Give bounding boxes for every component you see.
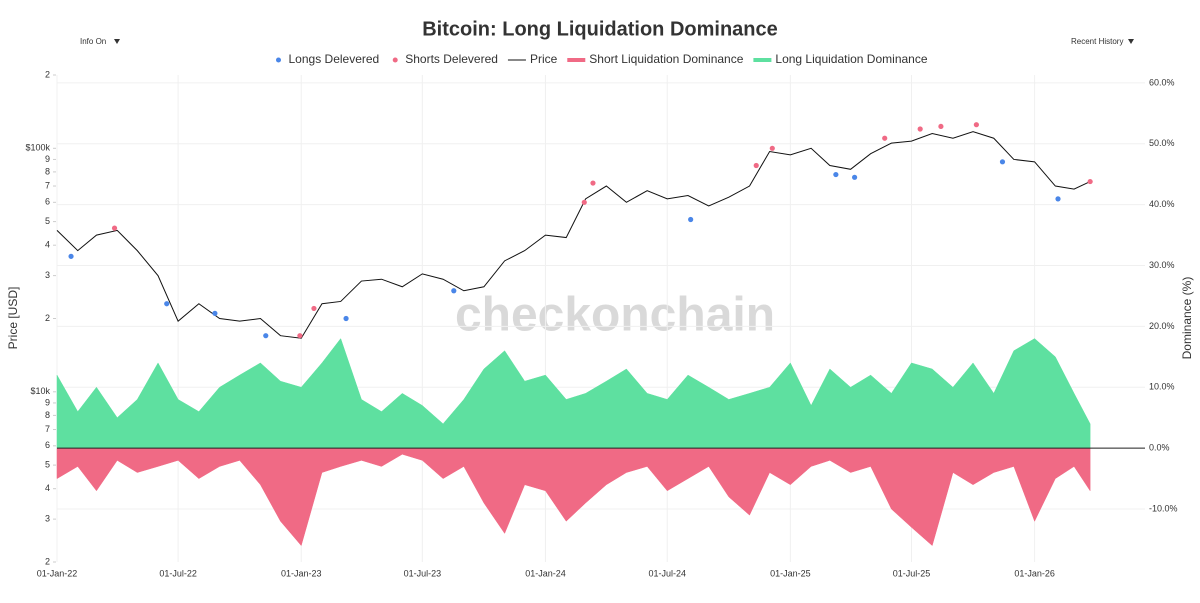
history-control[interactable]: Recent History — [1071, 37, 1134, 46]
legend-item: Price — [507, 52, 558, 66]
y-tick-label: 2 — [45, 69, 50, 79]
y2-tick-label: 40.0% — [1149, 199, 1175, 209]
legend-swatch — [275, 57, 281, 63]
delever-point — [938, 123, 944, 130]
y2-tick-label: 20.0% — [1149, 321, 1175, 331]
legend: Longs Delevered Shorts Delevered Price Shor… — [275, 52, 928, 66]
delever-point — [769, 145, 775, 151]
delever-point — [297, 333, 303, 339]
delever-point — [1087, 178, 1093, 185]
y-axis-title: Price [USD] — [6, 287, 20, 350]
legend-label: Short Liquidation Dominance — [589, 52, 743, 66]
delever-point — [999, 159, 1006, 165]
info-control[interactable]: Info On — [80, 37, 120, 46]
delever-point — [451, 288, 457, 294]
delever-point — [263, 333, 269, 339]
chart-title: Bitcoin: Long Liquidation Dominance — [422, 18, 778, 40]
legend-item: Longs Delevered — [275, 52, 379, 66]
delever-point — [343, 315, 349, 322]
y-tick-label: 2 — [45, 313, 50, 323]
x-tick-label: 01-Jan-23 — [281, 568, 322, 578]
y-tick-label: 6 — [45, 197, 50, 207]
x-tick-label: 01-Jul-23 — [404, 568, 442, 578]
plot — [56, 122, 1093, 547]
y-tick-label: 4 — [45, 483, 50, 493]
delever-point — [590, 180, 596, 186]
y2-tick-label: -10.0% — [1149, 503, 1178, 513]
delever-point — [851, 174, 858, 180]
x-tick-label: 01-Jul-22 — [159, 568, 197, 578]
delever-point — [882, 135, 888, 141]
y-tick-label: 2 — [45, 556, 50, 566]
y-tick-label: 3 — [45, 513, 50, 523]
x-tick-label: 01-Jul-25 — [893, 568, 931, 578]
y-tick-label: 9 — [45, 154, 50, 164]
legend-label: Price — [530, 52, 558, 66]
delever-point — [311, 305, 317, 312]
y-tick-label: 5 — [45, 459, 50, 469]
y-tick-label: $100k — [25, 143, 50, 153]
delever-point — [973, 122, 979, 128]
legend-item: Short Liquidation Dominance — [567, 52, 744, 66]
delever-point — [917, 126, 923, 132]
y-tick-label: 8 — [45, 410, 50, 420]
delever-point — [111, 225, 118, 231]
y2-tick-label: 60.0% — [1149, 77, 1175, 87]
legend-label: Longs Delevered — [288, 52, 379, 66]
dominance-area — [56, 338, 1091, 449]
delever-point — [753, 162, 759, 169]
delever-point — [688, 216, 694, 223]
dropdown-arrow[interactable] — [1128, 39, 1134, 44]
y2-tick-label: 30.0% — [1149, 260, 1175, 270]
grid — [56, 75, 1145, 562]
legend-label: Shorts Delevered — [405, 52, 498, 66]
y2-tick-label: 50.0% — [1149, 138, 1175, 148]
history-label[interactable]: Recent History — [1071, 37, 1123, 46]
y-tick-label: 7 — [45, 180, 50, 190]
y-tick-label: 4 — [45, 240, 50, 250]
x-tick-label: 01-Jan-24 — [525, 568, 566, 578]
y-tick-label: 8 — [45, 166, 50, 176]
y2-axis-title: Dominance (%) — [1180, 277, 1194, 360]
info-label[interactable]: Info On — [80, 37, 106, 46]
y-tick-label: 7 — [45, 424, 50, 434]
price-line — [56, 131, 1091, 339]
legend-label: Long Liquidation Dominance — [775, 52, 927, 66]
dominance-area — [56, 447, 1091, 547]
legend-item: Shorts Delevered — [392, 52, 498, 66]
x-tick-label: 01-Jan-25 — [770, 568, 811, 578]
y2-tick-label: 10.0% — [1149, 382, 1175, 392]
y-tick-label: $10k — [30, 386, 50, 396]
delever-point — [164, 301, 170, 307]
watermark: checkonchain — [455, 289, 775, 342]
x-tick-label: 01-Jul-24 — [648, 568, 686, 578]
y-tick-label: 6 — [45, 440, 50, 450]
x-tick-label: 01-Jan-22 — [37, 568, 78, 578]
delever-point — [581, 199, 587, 205]
delever-point — [833, 171, 839, 178]
dropdown-arrow[interactable] — [114, 39, 120, 44]
delever-point — [68, 253, 74, 259]
delever-point — [1055, 196, 1061, 202]
x-tick-label: 01-Jan-26 — [1014, 568, 1055, 578]
y2-tick-label: 0.0% — [1149, 443, 1170, 453]
delever-point — [212, 310, 218, 316]
legend-swatch — [392, 57, 398, 63]
legend-item: Long Liquidation Dominance — [753, 52, 928, 66]
y-tick-label: 3 — [45, 270, 50, 280]
y-tick-label: 9 — [45, 397, 50, 407]
y-tick-label: 5 — [45, 216, 50, 226]
